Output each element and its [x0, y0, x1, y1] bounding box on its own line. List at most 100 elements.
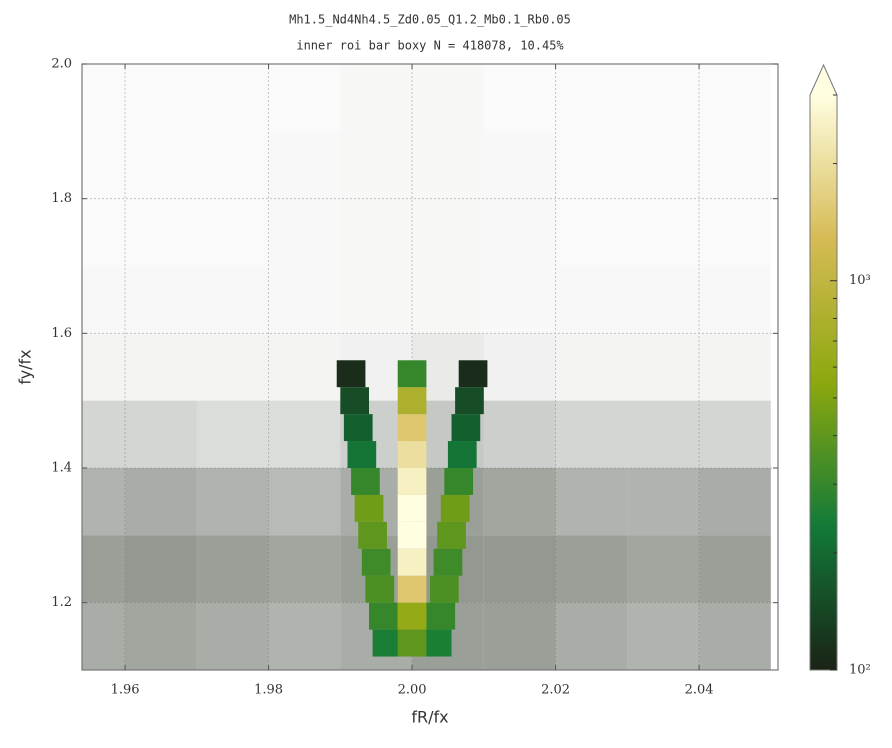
colorbar-tick-label: 10³ — [849, 273, 871, 288]
density-cell — [483, 400, 556, 468]
density-cell — [196, 400, 269, 468]
density-cell — [627, 64, 700, 132]
density-cell — [412, 64, 484, 132]
hex-cell — [397, 441, 427, 468]
density-cell — [699, 333, 771, 401]
density-cell — [196, 266, 269, 334]
density-cell — [268, 333, 341, 401]
colorbar-extend — [810, 65, 837, 95]
hex-cell — [397, 414, 427, 442]
density-cell — [82, 535, 126, 603]
hex-cell — [347, 441, 377, 468]
density-cell — [196, 64, 269, 132]
density-cell — [699, 602, 771, 670]
x-tick-label: 1.96 — [111, 683, 140, 698]
hex-cell — [369, 602, 398, 630]
density-cell — [412, 131, 484, 199]
density-cell — [627, 535, 700, 603]
hex-cell — [372, 629, 402, 657]
y-tick-label: 1.2 — [51, 595, 72, 610]
density-cell — [412, 198, 484, 266]
plot-area — [82, 64, 778, 670]
density-cell — [483, 535, 556, 603]
density-cell — [627, 131, 700, 199]
density-cell — [483, 602, 556, 670]
density-cell — [699, 131, 771, 199]
density-cell — [699, 266, 771, 334]
density-cell — [340, 131, 413, 199]
density-cell — [82, 602, 126, 670]
density-cell — [627, 333, 700, 401]
plot-frame — [81, 63, 779, 671]
hex-cell — [336, 360, 366, 388]
density-cell — [196, 198, 269, 266]
hex-cell — [397, 575, 427, 603]
hex-cell — [397, 494, 427, 522]
density-cell — [555, 64, 628, 132]
axes: 1.96 1.98 2.00 2.02 2.04 1.2 1.4 1.6 1.8 2.0 10² 10… — [51, 57, 870, 698]
hex-cell — [451, 414, 481, 442]
density-cell — [555, 266, 628, 334]
colorbar — [810, 95, 837, 670]
hex-cell — [397, 602, 427, 630]
density-cell — [555, 468, 628, 536]
density-cell — [196, 602, 269, 670]
density-cell — [125, 333, 197, 401]
hex-cell — [365, 575, 395, 603]
density-cell — [627, 602, 700, 670]
density-cell — [627, 266, 700, 334]
density-cell — [699, 64, 771, 132]
hex-cell — [437, 521, 466, 549]
y-tick-label: 1.8 — [51, 191, 72, 206]
x-tick-label: 2.04 — [685, 683, 714, 698]
density-cell — [268, 266, 341, 334]
hex-cell — [426, 602, 456, 630]
density-cell — [196, 333, 269, 401]
density-cell — [82, 198, 126, 266]
density-cell — [699, 400, 771, 468]
hex-cell — [358, 521, 387, 549]
density-cell — [483, 131, 556, 199]
density-cell — [699, 198, 771, 266]
density-cell — [483, 198, 556, 266]
density-cell — [555, 131, 628, 199]
hex-cell — [430, 575, 459, 603]
hex-cell — [397, 629, 427, 657]
chart-title: Mh1.5_Nd4Nh4.5_Zd0.05_Q1.2_Mb0.1_Rb0.05 — [289, 13, 571, 27]
hex-cell — [447, 441, 477, 468]
density-cell — [125, 131, 197, 199]
density-cell — [125, 198, 197, 266]
x-tick-label: 2.02 — [541, 683, 570, 698]
density-cell — [483, 333, 556, 401]
density-cell — [125, 64, 197, 132]
density-cell — [196, 131, 269, 199]
density-cell — [555, 535, 628, 603]
hex-cell — [440, 494, 470, 522]
hex-cell — [458, 360, 488, 388]
hex-cell — [397, 521, 427, 549]
density-cell — [125, 535, 197, 603]
density-cell — [268, 468, 341, 536]
density-cell — [268, 602, 341, 670]
density-cell — [82, 131, 126, 199]
density-cell — [627, 400, 700, 468]
density-cell — [555, 400, 628, 468]
density-cell — [340, 64, 413, 132]
hex-cell — [340, 387, 370, 415]
density-cell — [483, 266, 556, 334]
hex-cell — [444, 468, 474, 495]
density-cell — [699, 535, 771, 603]
density-cell — [340, 266, 413, 334]
x-axis-label: fR/fx — [411, 708, 448, 727]
hex-cell — [433, 548, 463, 576]
density-cell — [268, 131, 341, 199]
hex-cell — [354, 494, 384, 522]
hex-cell — [351, 468, 380, 495]
hex-cell — [397, 387, 427, 415]
density-cell — [627, 198, 700, 266]
density-cell — [268, 535, 341, 603]
y-tick-label: 1.4 — [51, 461, 72, 476]
colorbar-tick-label: 10² — [849, 663, 871, 678]
density-cell — [268, 198, 341, 266]
density-cell — [125, 266, 197, 334]
